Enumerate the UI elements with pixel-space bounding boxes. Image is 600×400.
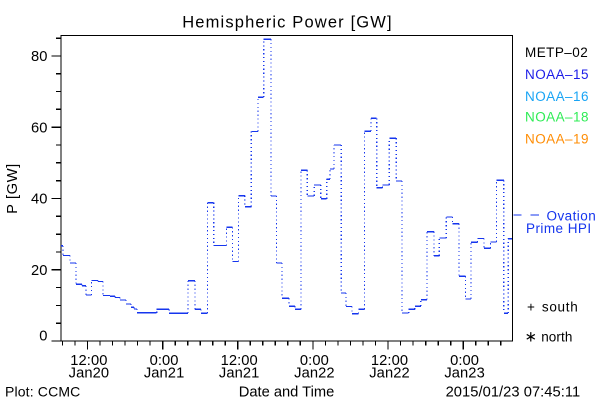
svg-text:NOAA–19: NOAA–19 — [525, 131, 589, 146]
svg-text:0: 0 — [39, 329, 47, 345]
svg-text:Plot: CCMC: Plot: CCMC — [5, 383, 80, 399]
svg-text:Jan21: Jan21 — [219, 366, 260, 382]
svg-text:0:00: 0:00 — [450, 353, 479, 369]
svg-text:NOAA–15: NOAA–15 — [525, 67, 589, 82]
svg-text:Jan21: Jan21 — [144, 366, 185, 382]
svg-text:Jan20: Jan20 — [69, 366, 110, 382]
svg-text:NOAA–16: NOAA–16 — [525, 89, 589, 104]
svg-text:Hemispheric Power [GW]: Hemispheric Power [GW] — [182, 13, 393, 31]
svg-text:METP–02: METP–02 — [525, 45, 588, 60]
svg-text:12:00: 12:00 — [371, 353, 408, 369]
svg-text:+: + — [527, 300, 535, 315]
svg-text:Ovation: Ovation — [547, 209, 597, 224]
svg-text:Prime HPI: Prime HPI — [526, 221, 592, 236]
svg-text:12:00: 12:00 — [221, 353, 258, 369]
svg-text:Jan22: Jan22 — [369, 366, 410, 382]
svg-text:20: 20 — [31, 263, 48, 279]
svg-text:2015/01/23 07:45:11: 2015/01/23 07:45:11 — [446, 384, 581, 400]
svg-text:80: 80 — [31, 49, 48, 65]
svg-text:Jan22: Jan22 — [294, 366, 335, 382]
svg-text:60: 60 — [31, 121, 48, 137]
svg-text:0:00: 0:00 — [300, 353, 329, 369]
svg-text:north: north — [541, 330, 572, 345]
svg-text:∗: ∗ — [525, 329, 538, 346]
svg-text:P [GW]: P [GW] — [5, 163, 21, 214]
svg-text:Date and Time: Date and Time — [239, 384, 335, 400]
svg-text:40: 40 — [31, 192, 48, 208]
svg-text:Jan23: Jan23 — [444, 366, 485, 382]
svg-text:12:00: 12:00 — [70, 353, 107, 369]
svg-text:south: south — [542, 300, 579, 315]
svg-text:0:00: 0:00 — [150, 353, 179, 369]
svg-text:NOAA–18: NOAA–18 — [525, 109, 589, 124]
